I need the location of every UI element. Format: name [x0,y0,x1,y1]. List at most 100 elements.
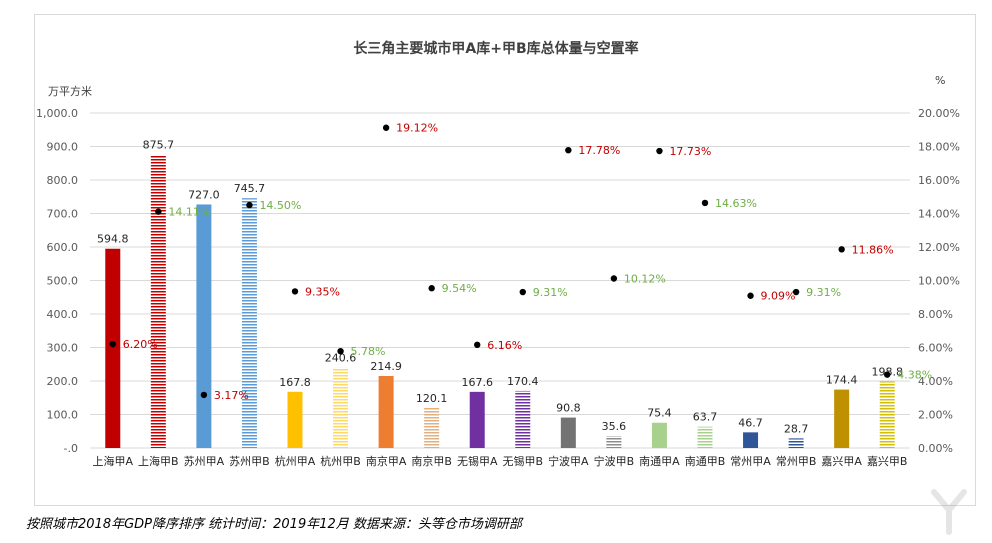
bar [834,389,850,448]
rate-point [610,275,618,282]
bar [105,248,121,448]
chart-title: 长三角主要城市甲A库+甲B库总体量与空置率 [353,41,639,57]
bar [515,390,531,448]
bar [743,432,759,448]
bar [196,204,212,448]
rate-label: 19.12% [396,122,438,135]
rate-label: 4.38% [897,369,932,382]
x-tick-label: 嘉兴甲A [821,454,862,468]
bar [697,426,713,448]
rate-label: 14.63% [715,197,757,210]
x-tick-label: 苏州甲A [184,455,225,468]
y-tick-label-left: 800.0 [47,174,79,187]
rate-point [428,285,435,292]
bar-value-label: 75.4 [647,407,672,420]
y-axis-right-label: % [935,74,946,87]
bar-value-label: 170.4 [507,375,539,388]
x-tick-label: 宁波甲A [548,454,589,468]
bar [287,391,303,448]
bar [879,381,895,448]
y-tick-label-left: 200.0 [47,375,79,388]
y-tick-label-right: 14.00% [918,208,960,221]
rate-point [291,288,299,295]
bar-value-label: 120.1 [416,392,448,405]
rate-point [109,340,116,348]
bar-value-label: 875.7 [143,139,175,152]
y-tick-label-right: 8.00% [918,308,953,321]
rate-point [701,199,709,207]
x-tick-label: 无锡甲A [457,454,498,468]
x-tick-label: 上海甲A [93,454,134,468]
x-tick-label: 苏州甲B [229,455,270,468]
bar [606,436,622,448]
bar-value-label: 727.0 [188,188,220,201]
x-tick-label: 南京甲A [366,454,407,468]
y-tick-label-left: -.0 [64,442,78,455]
x-tick-label: 嘉兴甲B [867,454,908,468]
bar-value-label: 240.6 [325,351,357,364]
bar [424,407,440,448]
bar [378,376,394,448]
rate-label: 17.78% [578,144,620,157]
rate-label: 9.09% [761,290,796,303]
rate-label: 5.78% [351,345,386,358]
rate-point [246,201,253,209]
rate-point [656,147,663,155]
rate-point [565,146,572,154]
yiou-logo-icon [931,489,967,535]
y-tick-label-left: 700.0 [47,208,79,221]
rate-point [337,347,344,355]
y-tick-label-right: 18.00% [918,141,960,154]
rate-point [382,124,390,131]
source-footnote: 按照城市2018年GDP降序排序 统计时间：2019年12月 数据来源：头等仓市… [26,517,522,532]
x-tick-label: 无锡甲B [503,454,544,468]
bar-value-label: 167.6 [461,376,493,389]
bar [560,417,576,448]
bar [651,422,667,448]
bar-value-label: 63.7 [693,411,718,424]
rate-label: 14.11% [168,206,210,219]
rate-label: 11.86% [852,243,894,256]
bar-value-label: 46.7 [738,416,763,429]
rate-label: 6.16% [487,339,522,352]
rate-point [474,341,481,349]
chart-frame [34,14,976,506]
rate-label: 17.73% [669,145,711,158]
y-tick-label-left: 400.0 [47,308,79,321]
x-tick-label: 常州甲B [776,455,817,468]
rate-label: 10.12% [624,272,666,285]
bar-value-label: 594.8 [97,233,129,246]
x-tick-label: 南通甲B [685,455,726,468]
bar-value-label: 35.6 [602,420,627,433]
y-axis-left-label: 万平方米 [48,85,92,98]
y-tick-label-left: 1,000.0 [36,107,78,120]
bar-value-label: 28.7 [784,422,809,435]
y-tick-label-right: 2.00% [918,409,953,422]
bar [150,154,166,448]
y-tick-label-right: 12.00% [918,241,960,254]
x-tick-label: 杭州甲A [275,454,316,468]
y-tick-label-right: 4.00% [918,375,953,388]
x-tick-label: 上海甲B [138,454,179,468]
rate-point [200,391,208,399]
bar [469,391,485,448]
y-tick-label-left: 300.0 [47,342,79,355]
bar-value-label: 90.8 [556,402,581,415]
y-tick-label-left: 600.0 [47,241,79,254]
x-tick-label: 常州甲A [730,455,771,468]
bar-value-label: 745.7 [234,182,266,195]
x-tick-label: 杭州甲B [320,454,361,468]
rate-label: 6.20% [123,338,158,351]
y-tick-label-right: 6.00% [918,342,953,355]
rate-label: 14.50% [259,199,301,212]
bar-value-label: 167.8 [279,376,311,389]
rate-label: 9.54% [442,282,477,295]
bar [788,438,804,448]
rate-label: 9.35% [305,285,340,298]
rate-point [155,208,162,215]
bar [241,198,257,448]
rate-label: 9.31% [806,286,841,299]
rate-point [838,246,845,253]
y-tick-label-right: 10.00% [918,275,960,288]
